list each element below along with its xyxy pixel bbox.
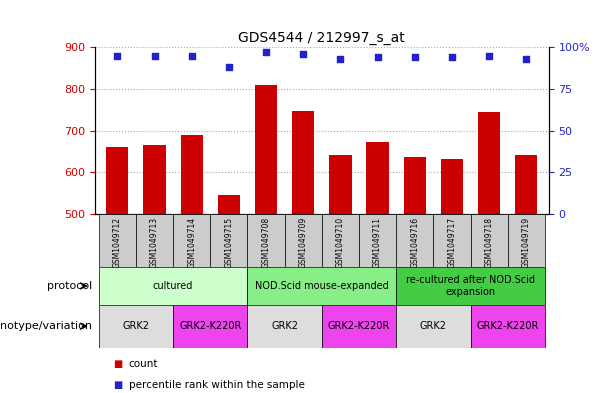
Text: NOD.Scid mouse-expanded: NOD.Scid mouse-expanded — [255, 281, 389, 291]
Text: GSM1049714: GSM1049714 — [187, 217, 196, 268]
Text: GSM1049715: GSM1049715 — [224, 217, 234, 268]
Text: GSM1049718: GSM1049718 — [485, 217, 493, 268]
Text: percentile rank within the sample: percentile rank within the sample — [129, 380, 305, 390]
Text: GSM1049709: GSM1049709 — [299, 217, 308, 268]
Bar — [433, 214, 471, 267]
Bar — [255, 85, 277, 214]
Text: GRK2: GRK2 — [271, 321, 298, 331]
Text: count: count — [129, 358, 158, 369]
Bar — [173, 305, 248, 348]
Bar — [441, 159, 463, 214]
Point — [187, 52, 197, 59]
Bar — [396, 267, 545, 305]
Bar — [396, 214, 433, 267]
Text: GRK2-K220R: GRK2-K220R — [476, 321, 539, 331]
Bar — [322, 305, 396, 348]
Bar — [396, 305, 471, 348]
Text: GSM1049713: GSM1049713 — [150, 217, 159, 268]
Text: GSM1049712: GSM1049712 — [113, 217, 122, 268]
Bar — [210, 214, 248, 267]
Bar — [143, 145, 166, 214]
Point — [484, 52, 494, 59]
Bar — [322, 214, 359, 267]
Bar — [515, 155, 538, 214]
Text: GSM1049717: GSM1049717 — [447, 217, 457, 268]
Text: GRK2-K220R: GRK2-K220R — [179, 321, 242, 331]
Bar — [181, 135, 203, 214]
Text: GSM1049716: GSM1049716 — [410, 217, 419, 268]
Text: GRK2: GRK2 — [123, 321, 150, 331]
Bar — [403, 156, 426, 214]
Text: GRK2-K220R: GRK2-K220R — [328, 321, 390, 331]
Point — [522, 56, 531, 62]
Text: genotype/variation: genotype/variation — [0, 321, 92, 331]
Bar — [329, 155, 352, 214]
Bar — [248, 305, 322, 348]
Text: GSM1049719: GSM1049719 — [522, 217, 531, 268]
Bar — [99, 214, 136, 267]
Point — [447, 54, 457, 60]
Bar — [248, 214, 284, 267]
Point — [150, 52, 159, 59]
Text: GSM1049710: GSM1049710 — [336, 217, 345, 268]
Text: cultured: cultured — [153, 281, 193, 291]
Text: GSM1049711: GSM1049711 — [373, 217, 382, 268]
Bar — [471, 214, 508, 267]
Title: GDS4544 / 212997_s_at: GDS4544 / 212997_s_at — [238, 31, 405, 45]
Bar — [136, 214, 173, 267]
Text: ■: ■ — [113, 380, 123, 390]
Point — [112, 52, 122, 59]
Point — [373, 54, 383, 60]
Bar — [359, 214, 396, 267]
Point — [335, 56, 345, 62]
Bar — [284, 214, 322, 267]
Bar — [471, 305, 545, 348]
Bar — [106, 147, 129, 214]
Bar — [99, 305, 173, 348]
Point — [224, 64, 234, 70]
Point — [410, 54, 420, 60]
Bar — [99, 267, 248, 305]
Text: GSM1049708: GSM1049708 — [262, 217, 270, 268]
Text: GRK2: GRK2 — [420, 321, 447, 331]
Bar — [248, 267, 396, 305]
Point — [261, 49, 271, 55]
Bar — [367, 142, 389, 214]
Bar — [292, 111, 314, 214]
Text: re-cultured after NOD.Scid
expansion: re-cultured after NOD.Scid expansion — [406, 275, 535, 297]
Bar — [508, 214, 545, 267]
Text: ■: ■ — [113, 358, 123, 369]
Bar — [173, 214, 210, 267]
Bar — [218, 195, 240, 214]
Bar — [478, 112, 500, 214]
Point — [299, 51, 308, 57]
Text: protocol: protocol — [47, 281, 92, 291]
